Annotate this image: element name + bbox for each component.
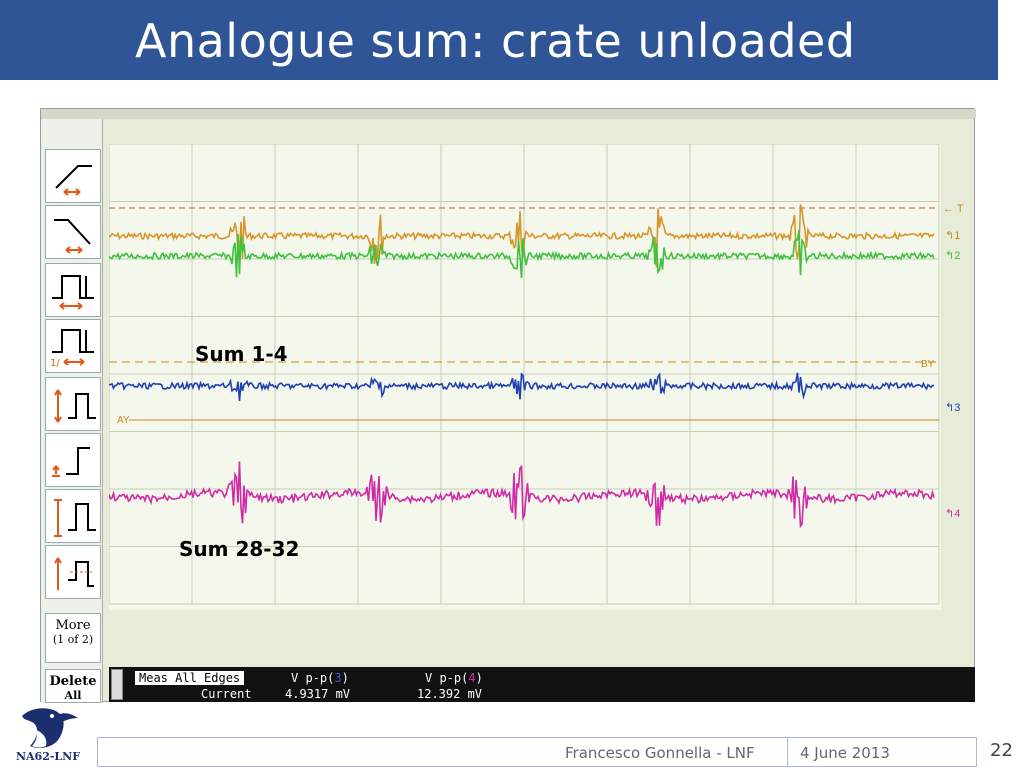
sum-28-32-label: Sum 28-32 <box>179 537 300 561</box>
channel-2-marker: ↰2 <box>945 250 961 262</box>
measurement-2-name: V p-p(4) <box>425 671 483 685</box>
measurement-row-label: Current <box>201 687 252 701</box>
threshold-trigger-button[interactable] <box>45 433 101 487</box>
channel-1-marker: ↰1 <box>945 230 961 242</box>
delete-sub-label: All <box>64 689 82 702</box>
measurement-2-value: 12.392 mV <box>417 687 483 701</box>
channel-3-trace <box>108 372 935 401</box>
channel-2-marker-label: 2 <box>954 250 961 262</box>
scope-top-bar <box>41 109 976 119</box>
slide-title: Analogue sum: crate unloaded <box>135 14 856 68</box>
waveform-traces <box>108 204 935 529</box>
graticule-grid <box>108 143 940 605</box>
pulse-interval-trigger-button[interactable]: 1/ <box>45 319 101 373</box>
trigger-toolbar: 1/ More (1 of 2) Delete All <box>41 119 103 703</box>
cursor-by-marker: BY <box>921 359 935 370</box>
channel-1-trace <box>108 204 935 268</box>
na62-lnf-logo <box>2 702 94 766</box>
sum-1-4-label: Sum 1-4 <box>195 342 288 366</box>
channel-4-marker: ↰4 <box>945 508 961 520</box>
measurement-2-channel: 4 <box>468 671 476 685</box>
footer-separator <box>787 737 788 767</box>
page-number: 22 <box>990 740 1013 761</box>
more-page-label: (1 of 2) <box>52 633 94 646</box>
channel-2-trace <box>108 229 935 279</box>
measurement-1-suffix: ) <box>341 671 349 685</box>
measurement-1-name: V p-p(3) <box>291 671 349 685</box>
window-trigger-button[interactable] <box>45 489 101 543</box>
runt-trigger-button[interactable] <box>45 377 101 431</box>
channel-3-marker: ↰3 <box>945 402 961 414</box>
more-button[interactable]: More (1 of 2) <box>45 613 101 663</box>
measurement-bar <box>109 667 975 702</box>
delete-label: Delete <box>49 674 97 689</box>
measurement-1-prefix: V p-p( <box>291 671 335 685</box>
channel-3-marker-label: 3 <box>954 402 961 414</box>
svg-text:1/: 1/ <box>50 358 60 369</box>
measurement-2-suffix: ) <box>475 671 483 685</box>
more-label: More <box>55 618 91 633</box>
cursor-ay-marker: AY <box>117 415 130 426</box>
oscilloscope-screen: 1/ More (1 of 2) Delete All <box>40 108 976 703</box>
waveform-graticule <box>108 143 940 605</box>
measurement-mode-label[interactable]: Meas All Edges <box>135 671 245 685</box>
trigger-marker-label: T <box>956 203 964 215</box>
footer-box <box>97 737 977 767</box>
footer-author: Francesco Gonnella - LNF <box>565 744 755 762</box>
measurement-scrollbar[interactable] <box>111 669 123 700</box>
measurement-1-value: 4.9317 mV <box>285 687 351 701</box>
measurement-1-channel: 3 <box>334 671 342 685</box>
falling-edge-trigger-button[interactable] <box>45 205 101 259</box>
footer-date: 4 June 2013 <box>800 744 890 762</box>
channel-4-marker-label: 4 <box>954 508 961 520</box>
pulse-width-trigger-button[interactable] <box>45 263 101 317</box>
title-bar <box>0 0 998 80</box>
delete-all-button[interactable]: Delete All <box>45 669 101 703</box>
glitch-trigger-button[interactable] <box>45 545 101 599</box>
measurement-2-prefix: V p-p( <box>425 671 469 685</box>
logo-text: NA62-LNF <box>15 750 81 763</box>
channel-1-marker-label: 1 <box>954 230 961 242</box>
rising-edge-trigger-button[interactable] <box>45 149 101 203</box>
channel-4-trace <box>108 461 935 529</box>
penguin-logo-icon <box>22 708 78 748</box>
waveform-plot-area <box>108 143 941 610</box>
trigger-marker: ← T <box>943 203 964 215</box>
